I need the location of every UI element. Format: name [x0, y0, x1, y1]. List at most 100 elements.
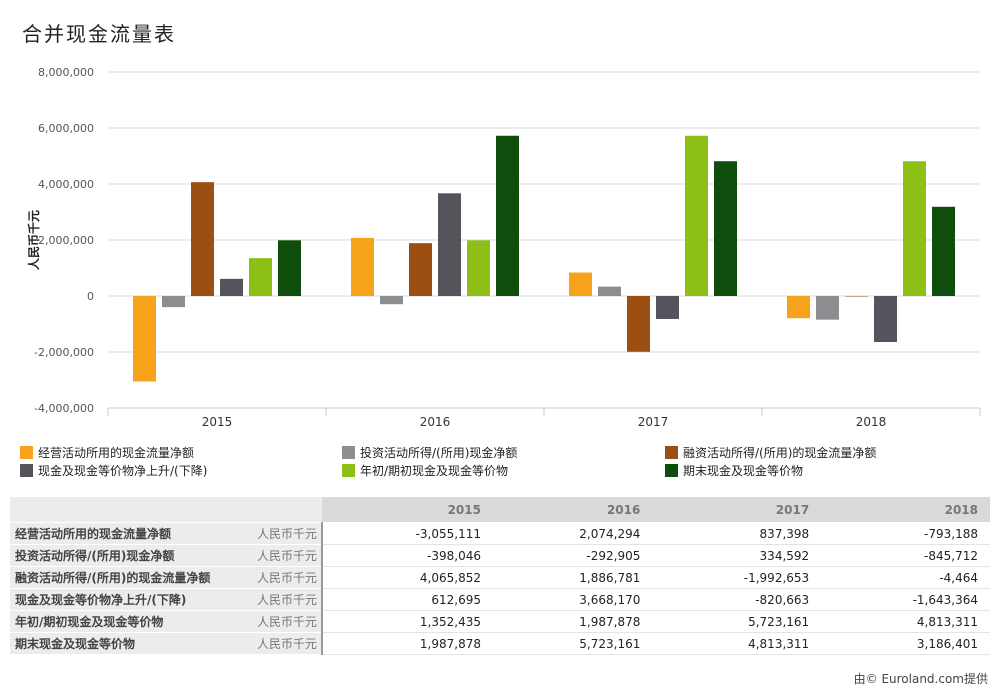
row-label: 经营活动所用的现金流量净额: [10, 523, 255, 545]
bar: [627, 296, 650, 352]
bar: [845, 296, 868, 297]
bar: [220, 279, 243, 296]
data-table: 2015 2016 2017 2018 经营活动所用的现金流量净额 人民币千元 …: [10, 497, 990, 655]
row-unit: 人民币千元: [255, 545, 322, 567]
row-unit: 人民币千元: [255, 589, 322, 611]
table-cell: -845,712: [821, 545, 990, 567]
x-tick-label: 2018: [856, 415, 887, 429]
bar: [191, 182, 214, 296]
table-cell: 4,813,311: [652, 633, 821, 655]
table-cell: 4,065,852: [322, 567, 493, 589]
bar: [467, 240, 490, 296]
bar: [816, 296, 839, 320]
legend-label: 期末现金及现金等价物: [683, 464, 803, 478]
table-cell: 1,352,435: [322, 611, 493, 633]
y-tick-label: -2,000,000: [34, 346, 94, 359]
table-cell: 2,074,294: [493, 523, 652, 545]
bar: [685, 136, 708, 296]
bar: [162, 296, 185, 307]
table-cell: 837,398: [652, 523, 821, 545]
table-row: 现金及现金等价物净上升/(下降) 人民币千元 612,695 3,668,170…: [10, 589, 990, 611]
table-cell: 334,592: [652, 545, 821, 567]
legend-label: 经营活动所用的现金流量净额: [38, 446, 194, 460]
table-header-blank: [10, 497, 322, 523]
legend-swatch: [665, 446, 678, 459]
bar: [874, 296, 897, 342]
legend-swatch: [665, 464, 678, 477]
row-unit: 人民币千元: [255, 611, 322, 633]
legend-item[interactable]: 年初/期初现金及现金等价物: [342, 462, 508, 479]
bar: [569, 273, 592, 296]
table-cell: 612,695: [322, 589, 493, 611]
legend-swatch: [342, 464, 355, 477]
legend-label: 年初/期初现金及现金等价物: [360, 464, 508, 478]
table-cell: 1,987,878: [322, 633, 493, 655]
table-header-year: 2018: [821, 497, 990, 523]
table-cell: 3,186,401: [821, 633, 990, 655]
bar: [249, 258, 272, 296]
table-header-year: 2017: [652, 497, 821, 523]
bar: [409, 243, 432, 296]
x-tick-label: 2017: [638, 415, 669, 429]
bar: [351, 238, 374, 296]
table-cell: 5,723,161: [652, 611, 821, 633]
bar: [133, 296, 156, 382]
table-row: 期末现金及现金等价物 人民币千元 1,987,878 5,723,161 4,8…: [10, 633, 990, 655]
legend-item[interactable]: 融资活动所得/(所用)的现金流量净额: [665, 444, 876, 461]
table-cell: 5,723,161: [493, 633, 652, 655]
table-header-row: 2015 2016 2017 2018: [10, 497, 990, 523]
legend-label: 融资活动所得/(所用)的现金流量净额: [683, 446, 876, 460]
bar: [932, 207, 955, 296]
table-cell: -1,992,653: [652, 567, 821, 589]
row-label: 融资活动所得/(所用)的现金流量净额: [10, 567, 255, 589]
bar: [278, 240, 301, 296]
y-tick-label: 4,000,000: [38, 178, 94, 191]
table-cell: 4,813,311: [821, 611, 990, 633]
row-unit: 人民币千元: [255, 567, 322, 589]
y-tick-label: 6,000,000: [38, 122, 94, 135]
table-cell: -3,055,111: [322, 523, 493, 545]
table-cell: -292,905: [493, 545, 652, 567]
table-header-year: 2015: [322, 497, 493, 523]
table-row: 投资活动所得/(所用)现金净额 人民币千元 -398,046 -292,905 …: [10, 545, 990, 567]
bar: [787, 296, 810, 318]
legend-item[interactable]: 期末现金及现金等价物: [665, 462, 803, 479]
y-axis-label: 人民币千元: [26, 210, 41, 270]
cash-flow-bar-chart: -4,000,000 -2,000,000 0 2,000,000 4,000,000 6…: [0, 0, 1000, 440]
bar: [438, 193, 461, 296]
table-cell: -4,464: [821, 567, 990, 589]
row-unit: 人民币千元: [255, 523, 322, 545]
source-credit[interactable]: 由© Euroland.com提供: [854, 670, 988, 687]
row-label: 年初/期初现金及现金等价物: [10, 611, 255, 633]
row-label: 期末现金及现金等价物: [10, 633, 255, 655]
y-tick-label: 8,000,000: [38, 66, 94, 79]
legend-label: 投资活动所得/(所用)现金净额: [360, 446, 517, 460]
table-row: 经营活动所用的现金流量净额 人民币千元 -3,055,111 2,074,294…: [10, 523, 990, 545]
table-cell: -398,046: [322, 545, 493, 567]
row-unit: 人民币千元: [255, 633, 322, 655]
bar: [714, 161, 737, 296]
table-row: 融资活动所得/(所用)的现金流量净额 人民币千元 4,065,852 1,886…: [10, 567, 990, 589]
bar: [656, 296, 679, 319]
legend-label: 现金及现金等价物净上升/(下降): [38, 464, 207, 478]
table-cell: 1,886,781: [493, 567, 652, 589]
table-cell: 1,987,878: [493, 611, 652, 633]
table-cell: -1,643,364: [821, 589, 990, 611]
row-label: 投资活动所得/(所用)现金净额: [10, 545, 255, 567]
x-tick-label: 2015: [202, 415, 233, 429]
bar: [380, 296, 403, 304]
bar: [598, 287, 621, 296]
legend-item[interactable]: 经营活动所用的现金流量净额: [20, 444, 194, 461]
x-tick-label: 2016: [420, 415, 451, 429]
legend-swatch: [342, 446, 355, 459]
legend-item[interactable]: 投资活动所得/(所用)现金净额: [342, 444, 517, 461]
table-row: 年初/期初现金及现金等价物 人民币千元 1,352,435 1,987,878 …: [10, 611, 990, 633]
table-cell: -793,188: [821, 523, 990, 545]
bar: [496, 136, 519, 296]
legend-swatch: [20, 446, 33, 459]
legend-item[interactable]: 现金及现金等价物净上升/(下降): [20, 462, 207, 479]
row-label: 现金及现金等价物净上升/(下降): [10, 589, 255, 611]
y-tick-label: 2,000,000: [38, 234, 94, 247]
table-cell: 3,668,170: [493, 589, 652, 611]
y-tick-label: -4,000,000: [34, 402, 94, 415]
